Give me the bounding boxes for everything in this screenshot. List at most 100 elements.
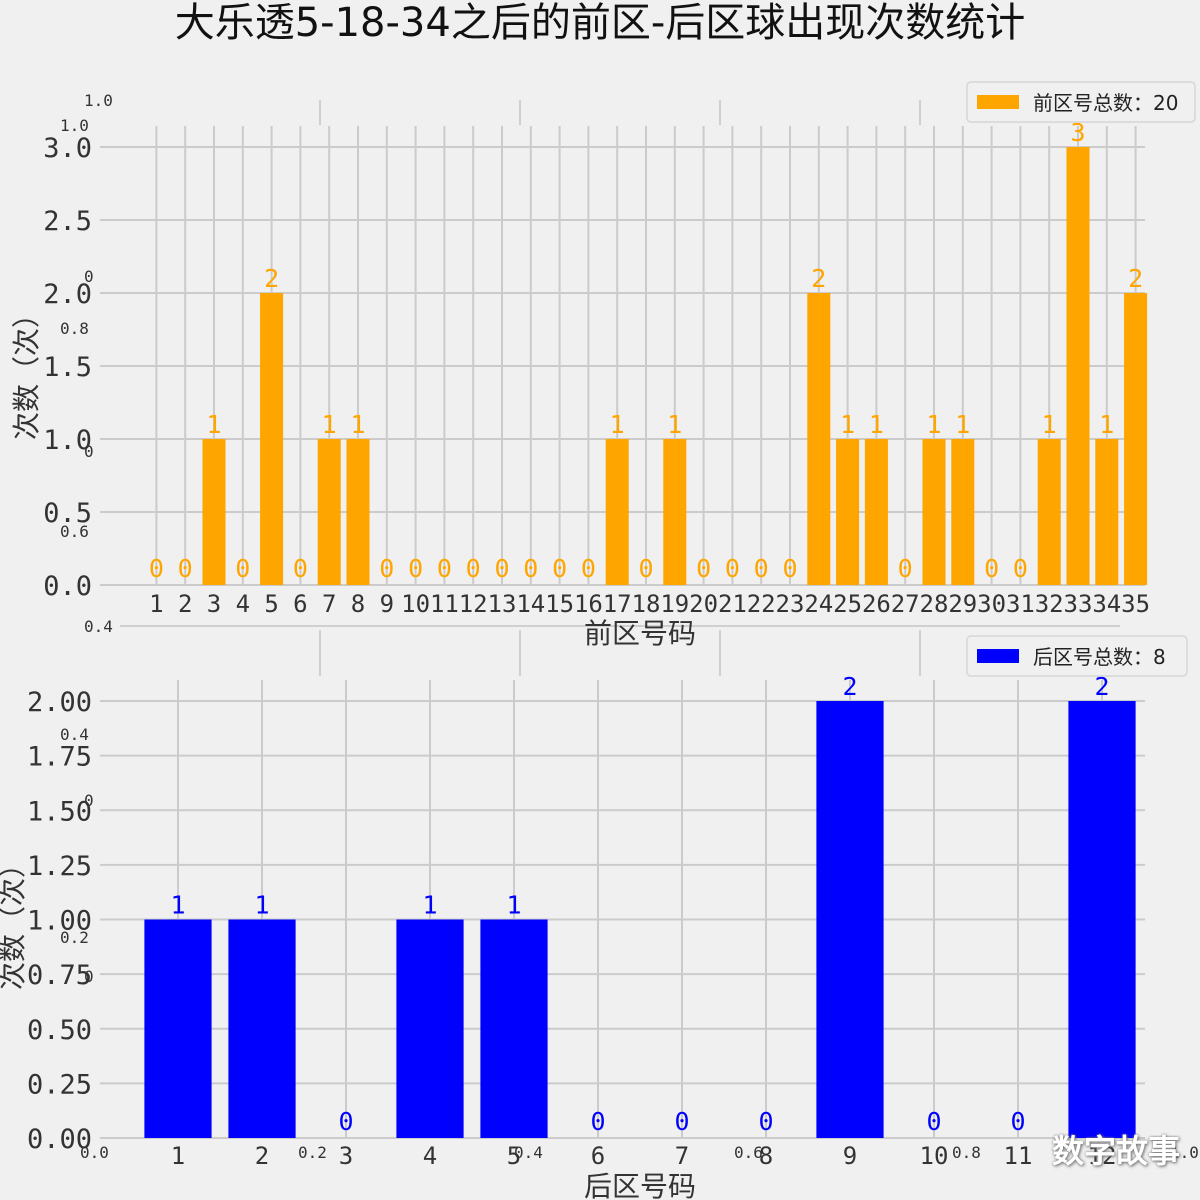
data-label: 0 (696, 554, 711, 583)
y-axis-label: 次数（次） (10, 300, 43, 440)
y-tick-label: 2.00 (27, 687, 92, 718)
background-tick-label: 0.6 (60, 522, 89, 541)
data-label: 0 (494, 554, 509, 583)
y-tick-label: 0.75 (27, 960, 92, 991)
x-tick-label: 14 (516, 590, 545, 618)
x-tick-label: 18 (632, 590, 661, 618)
bar (1124, 293, 1148, 585)
bar (816, 701, 884, 1138)
bar (951, 439, 975, 585)
data-label: 1 (955, 410, 970, 439)
y-tick-label: 0.25 (27, 1069, 92, 1100)
data-label: 3 (1070, 118, 1085, 147)
x-tick-label: 32 (1035, 590, 1064, 618)
page-title: 大乐透5-18-34之后的前区-后区球出现次数统计 (174, 0, 1026, 46)
bar (807, 293, 831, 585)
data-label: 0 (293, 554, 308, 583)
x-axis-label: 后区号码 (584, 1170, 696, 1200)
x-tick-label: 8 (351, 590, 365, 618)
bar (1095, 439, 1119, 585)
x-tick-label: 10 (401, 590, 430, 618)
x-tick-label: 12 (459, 590, 488, 618)
background-tick-label: 0.4 (514, 1143, 543, 1162)
legend-label: 前区号总数：20 (1033, 91, 1178, 115)
data-label: 0 (758, 1107, 773, 1136)
x-tick-label: 3 (207, 590, 221, 618)
background-tick-label: 0.6 (734, 1143, 763, 1162)
data-label: 1 (322, 410, 337, 439)
background-tick-label: 1.0 (1170, 1143, 1199, 1162)
background-tick-label: 0.0 (80, 1143, 109, 1162)
x-tick-label: 29 (948, 590, 977, 618)
bar (260, 293, 284, 585)
data-label: 1 (254, 891, 269, 920)
data-label: 1 (1099, 410, 1114, 439)
data-label: 1 (1042, 410, 1057, 439)
bar (922, 439, 946, 585)
x-tick-label: 11 (1004, 1142, 1033, 1170)
legend: 前区号总数：20 (966, 81, 1196, 123)
x-tick-label: 24 (804, 590, 833, 618)
y-tick-label: 3.0 (43, 133, 92, 164)
data-label: 0 (590, 1107, 605, 1136)
chart-back: 0.000.250.500.751.001.251.501.752.001112… (0, 635, 1188, 1200)
bar (396, 919, 464, 1138)
bar (836, 439, 860, 585)
y-tick-label: 1.75 (27, 742, 92, 773)
background-tick-label: 1.0 (60, 116, 89, 135)
x-tick-label: 2 (255, 1142, 269, 1170)
x-tick-label: 8 (759, 1142, 773, 1170)
bar (1037, 439, 1061, 585)
bar (1068, 701, 1136, 1138)
bar (228, 919, 296, 1138)
bar (480, 919, 548, 1138)
x-tick-label: 31 (1006, 590, 1035, 618)
x-axis-label: 前区号码 (584, 617, 696, 650)
y-tick-label: 0.0 (43, 571, 92, 602)
background-tick-label: 0 (84, 442, 94, 461)
data-label: 1 (506, 891, 521, 920)
data-label: 0 (1010, 1107, 1025, 1136)
background-tick-label: 0.8 (60, 319, 89, 338)
y-tick-label: 0.50 (27, 1015, 92, 1046)
data-label: 1 (667, 410, 682, 439)
y-tick-label: 1.5 (43, 352, 92, 383)
legend-swatch (977, 95, 1019, 109)
legend-label: 后区号总数：8 (1033, 645, 1166, 669)
data-label: 0 (149, 554, 164, 583)
legend: 后区号总数：8 (966, 635, 1188, 677)
data-label: 0 (552, 554, 567, 583)
data-label: 0 (408, 554, 423, 583)
bar (1066, 147, 1090, 585)
x-tick-label: 34 (1092, 590, 1121, 618)
x-tick-label: 16 (574, 590, 603, 618)
x-tick-label: 28 (920, 590, 949, 618)
bar (202, 439, 226, 585)
x-tick-label: 6 (293, 590, 307, 618)
data-label: 0 (725, 554, 740, 583)
x-tick-label: 35 (1121, 590, 1150, 618)
data-label: 0 (437, 554, 452, 583)
x-tick-label: 27 (891, 590, 920, 618)
x-tick-label: 33 (1064, 590, 1093, 618)
bar (864, 439, 888, 585)
y-tick-label: 1.50 (27, 796, 92, 827)
data-label: 1 (610, 410, 625, 439)
data-label: 2 (811, 264, 826, 293)
x-tick-label: 9 (843, 1142, 857, 1170)
legend-frame (966, 81, 1196, 123)
background-tick-label: 0.8 (952, 1143, 981, 1162)
chart-front: 0.00.51.01.52.02.53.00102130425061718090… (10, 81, 1196, 650)
y-axis-label: 次数（次） (0, 850, 29, 990)
x-tick-label: 5 (507, 1142, 521, 1170)
x-tick-label: 5 (264, 590, 278, 618)
y-tick-label: 2.0 (43, 279, 92, 310)
x-tick-label: 1 (149, 590, 163, 618)
background-tick-label: 0.2 (298, 1143, 327, 1162)
bar (317, 439, 341, 585)
data-label: 0 (754, 554, 769, 583)
background-tick-label: 0 (84, 791, 94, 810)
y-tick-label: 2.5 (43, 206, 92, 237)
background-tick-label: 0 (84, 267, 94, 286)
